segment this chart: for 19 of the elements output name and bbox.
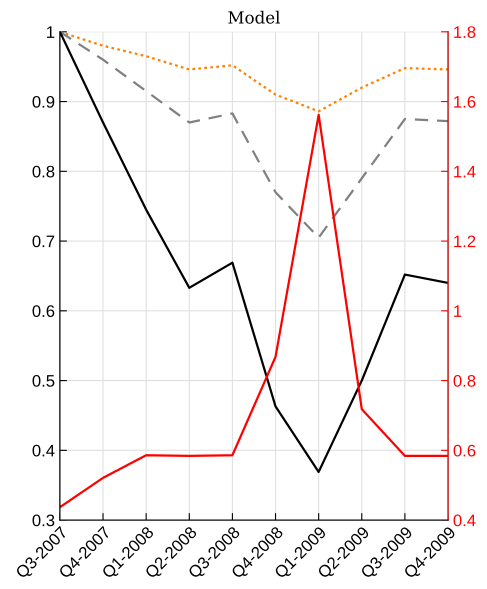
y-tick-label: 0.3 [32,514,54,526]
y2-tick-label: 0.8 [454,374,476,387]
y-tick-label: 1 [47,26,54,38]
y-tick-label: 0.5 [32,374,54,387]
y2-tick-label: 0.4 [454,514,476,526]
y2-tick-label: 1.2 [454,235,476,248]
y-tick-label: 0.8 [32,166,54,178]
chart-title: Model [228,10,280,24]
y-tick-label: 0.6 [32,305,54,318]
y-tick-label: 0.9 [32,96,54,108]
y2-tick-label: 1 [454,305,462,317]
line-series [60,32,448,239]
y-tick-label: 0.4 [32,444,55,457]
y-tick-label: 0.7 [32,235,54,248]
y2-tick-label: 1.8 [454,26,476,38]
y2-tick-label: 1.4 [454,166,476,178]
y2-tick-label: 0.6 [454,444,476,457]
y2-tick-label: 1.6 [454,96,476,108]
line-series [60,114,448,508]
